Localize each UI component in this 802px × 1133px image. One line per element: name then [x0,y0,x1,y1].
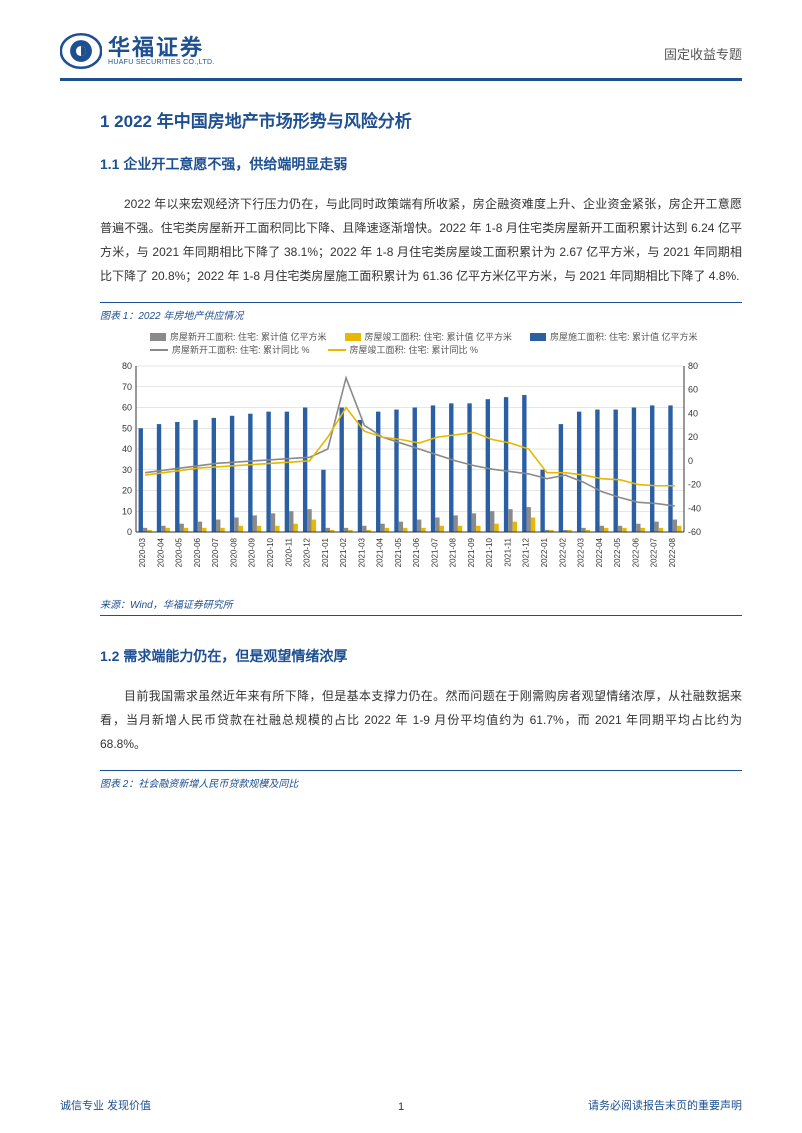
svg-text:2021-07: 2021-07 [430,537,439,567]
page-footer: 诚信专业 发现价值 请务必阅读报告末页的重要声明 [60,1097,742,1113]
svg-text:2021-01: 2021-01 [321,537,330,567]
svg-text:2020-03: 2020-03 [138,537,147,567]
svg-text:2020-07: 2020-07 [211,537,220,567]
svg-text:40: 40 [688,408,698,418]
svg-text:20: 20 [122,486,132,496]
svg-text:2021-06: 2021-06 [412,537,421,567]
legend-item: 房屋新开工面积: 住宅: 累计同比 % [150,343,310,356]
svg-text:2022-04: 2022-04 [595,537,604,567]
svg-text:0: 0 [127,527,132,537]
svg-text:-40: -40 [688,503,701,513]
svg-text:2022-01: 2022-01 [540,537,549,567]
brand-name-cn: 华福证券 [108,37,215,59]
svg-text:2022-07: 2022-07 [650,537,659,567]
svg-text:2021-03: 2021-03 [357,537,366,567]
svg-text:2021-04: 2021-04 [376,537,385,567]
brand-name-en: HUAFU SECURITIES CO.,LTD. [108,59,215,66]
svg-text:2020-08: 2020-08 [229,537,238,567]
legend-item: 房屋竣工面积: 住宅: 累计同比 % [328,343,479,356]
figure-2-title: 图表 2：社会融资新增人民币贷款规模及同比 [100,770,742,790]
svg-text:-60: -60 [688,527,701,537]
brand-logo: 华福证券 HUAFU SECURITIES CO.,LTD. [60,30,215,72]
svg-text:2022-03: 2022-03 [577,537,586,567]
svg-text:80: 80 [122,361,132,371]
svg-text:2021-09: 2021-09 [467,537,476,567]
footer-right: 请务必阅读报告末页的重要声明 [588,1097,742,1113]
section-1-1-body: 2022 年以来宏观经济下行压力仍在，与此同时政策端有所收紧，房企融资难度上升、… [100,192,742,288]
svg-text:2021-02: 2021-02 [339,537,348,567]
svg-text:2020-06: 2020-06 [193,537,202,567]
svg-text:2021-08: 2021-08 [449,537,458,567]
figure-1-chart: 房屋新开工面积: 住宅: 累计值 亿平方米 房屋竣工面积: 住宅: 累计值 亿平方… [100,330,742,590]
svg-text:2021-12: 2021-12 [522,537,531,567]
section-1-1-title: 1.1 企业开工意愿不强，供给端明显走弱 [100,154,742,174]
svg-text:50: 50 [122,423,132,433]
figure-1-title: 图表 1：2022 年房地产供应情况 [100,302,742,322]
svg-text:2020-05: 2020-05 [175,537,184,567]
legend-item: 房屋竣工面积: 住宅: 累计值 亿平方米 [345,330,513,343]
svg-text:2020-09: 2020-09 [248,537,257,567]
svg-text:60: 60 [688,385,698,395]
figure-1-source: 来源：Wind，华福证券研究所 [100,596,742,616]
svg-text:-20: -20 [688,480,701,490]
svg-text:2022-08: 2022-08 [668,537,677,567]
svg-text:30: 30 [122,465,132,475]
logo-icon [60,30,102,72]
svg-text:10: 10 [122,506,132,516]
svg-text:2021-11: 2021-11 [503,537,512,566]
svg-text:60: 60 [122,403,132,413]
section-1-2-title: 1.2 需求端能力仍在，但是观望情绪浓厚 [100,646,742,666]
section-1-title: 1 2022 年中国房地产市场形势与风险分析 [100,107,742,132]
legend-item: 房屋新开工面积: 住宅: 累计值 亿平方米 [150,330,327,343]
svg-text:2020-10: 2020-10 [266,537,275,567]
svg-text:70: 70 [122,382,132,392]
svg-text:2021-05: 2021-05 [394,537,403,567]
svg-text:2020-11: 2020-11 [284,537,293,566]
section-1-2-body: 目前我国需求虽然近年来有所下降，但是基本支撑力仍在。然而问题在于刚需购房者观望情… [100,684,742,756]
svg-text:2020-12: 2020-12 [303,537,312,567]
svg-text:20: 20 [688,432,698,442]
header-category: 固定收益专题 [664,30,742,63]
svg-text:2020-04: 2020-04 [156,537,165,567]
svg-text:2022-02: 2022-02 [558,537,567,567]
svg-text:80: 80 [688,361,698,371]
svg-text:40: 40 [122,444,132,454]
svg-text:2022-06: 2022-06 [631,537,640,567]
svg-text:2021-10: 2021-10 [485,537,494,567]
footer-left: 诚信专业 发现价值 [60,1097,151,1113]
page-header: 华福证券 HUAFU SECURITIES CO.,LTD. 固定收益专题 [60,30,742,81]
svg-text:0: 0 [688,456,693,466]
svg-text:2022-05: 2022-05 [613,537,622,567]
legend-item: 房屋施工面积: 住宅: 累计值 亿平方米 [530,330,698,343]
